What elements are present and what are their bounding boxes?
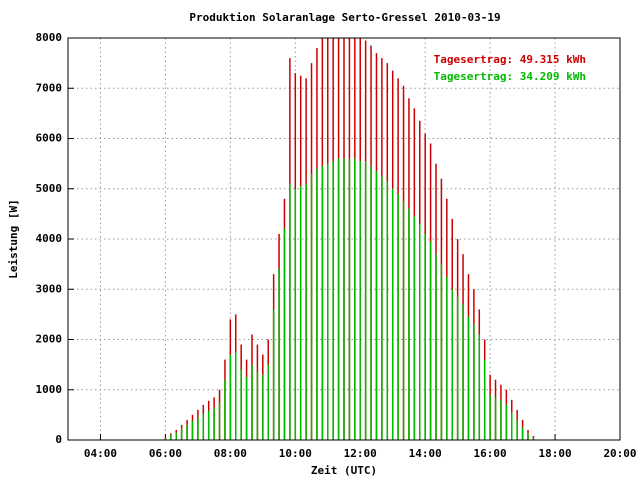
x-tick-label: 04:00 xyxy=(84,447,117,460)
x-axis-label: Zeit (UTC) xyxy=(311,464,377,477)
x-tick-label: 10:00 xyxy=(279,447,312,460)
x-tick-label: 20:00 xyxy=(603,447,636,460)
y-tick-label: 6000 xyxy=(36,132,63,145)
y-tick-label: 8000 xyxy=(36,31,63,44)
y-tick-label: 2000 xyxy=(36,333,63,346)
y-tick-label: 7000 xyxy=(36,81,63,94)
x-tick-label: 18:00 xyxy=(538,447,571,460)
legend-entry: Tagesertrag: 34.209 kWh xyxy=(434,70,586,83)
y-tick-label: 1000 xyxy=(36,383,63,396)
y-tick-label: 4000 xyxy=(36,232,63,245)
x-tick-label: 12:00 xyxy=(344,447,377,460)
y-axis-label: Leistung [W] xyxy=(7,199,20,278)
y-tick-label: 3000 xyxy=(36,282,63,295)
chart-title: Produktion Solaranlage Serto-Gressel 201… xyxy=(189,11,500,24)
x-tick-label: 14:00 xyxy=(409,447,442,460)
x-tick-label: 08:00 xyxy=(214,447,247,460)
y-tick-label: 0 xyxy=(55,433,62,446)
plot-frame xyxy=(67,37,621,441)
x-tick-label: 16:00 xyxy=(474,447,507,460)
y-tick-label: 5000 xyxy=(36,182,63,195)
legend-entry: Tagesertrag: 49.315 kWh xyxy=(434,53,586,66)
x-tick-label: 06:00 xyxy=(149,447,182,460)
